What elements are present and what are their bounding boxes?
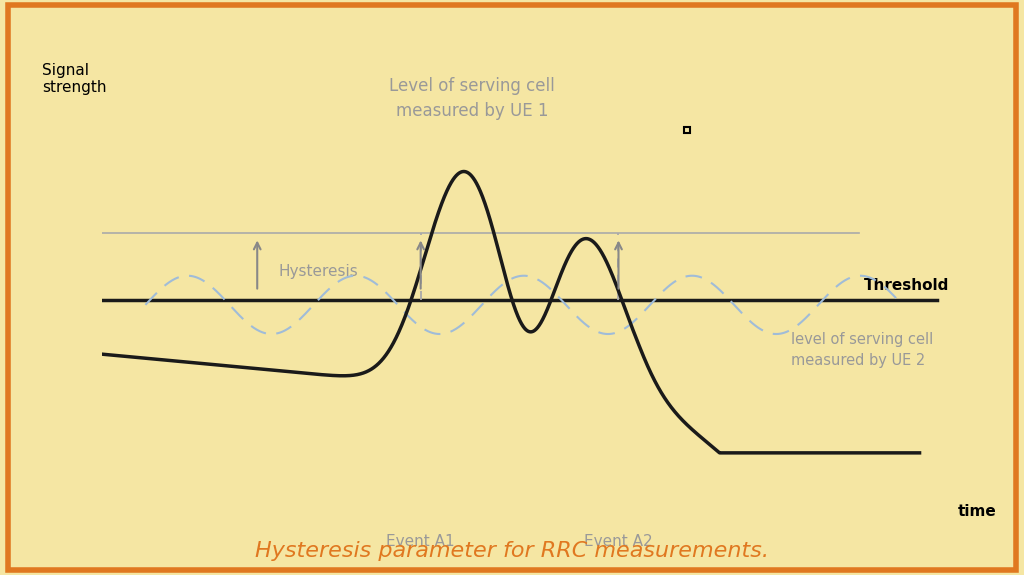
Text: Threshold: Threshold <box>863 278 949 293</box>
Text: Signal
strength: Signal strength <box>42 63 106 95</box>
Text: Level of serving cell
measured by UE 1: Level of serving cell measured by UE 1 <box>389 77 555 120</box>
Text: time: time <box>958 504 997 519</box>
Text: Hysteresis parameter for RRC measurements.: Hysteresis parameter for RRC measurement… <box>255 540 769 561</box>
Text: Event A1: Event A1 <box>386 534 455 549</box>
Text: Hysteresis: Hysteresis <box>279 264 358 279</box>
Text: Event A2: Event A2 <box>584 534 653 549</box>
Text: level of serving cell
measured by UE 2: level of serving cell measured by UE 2 <box>791 332 933 368</box>
